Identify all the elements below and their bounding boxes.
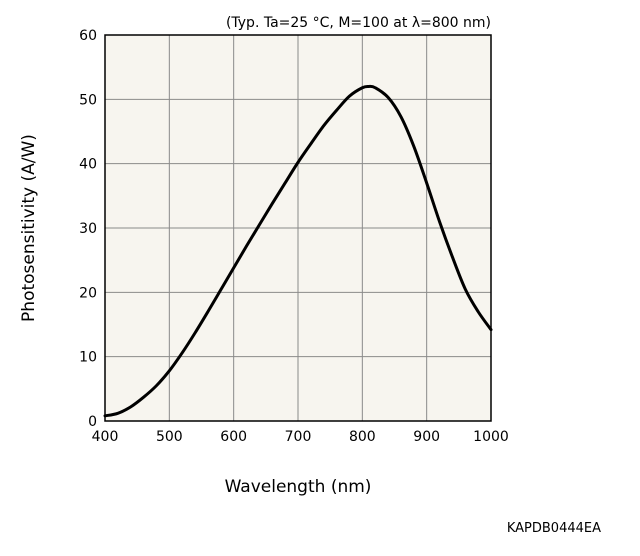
x-tick-label: 600 [220,429,247,445]
y-axis-title: Photosensitivity (A/W) [19,134,39,322]
y-tick-label: 0 [88,414,97,430]
x-tick-label: 900 [413,429,440,445]
y-tick-label: 10 [79,350,97,366]
axis-ticks: 400 500 600 700 800 900 1000 0 10 20 30 40 50 60 [79,28,509,445]
y-tick-label: 40 [79,157,97,173]
x-tick-label: 1000 [473,429,509,445]
x-tick-label: 700 [285,429,312,445]
x-tick-label: 400 [92,429,119,445]
figure-code: KAPDB0444EA [507,521,601,536]
plot-frame [104,34,492,422]
y-tick-label: 30 [79,221,97,237]
x-tick-label: 800 [349,429,376,445]
condition-note: (Typ. Ta=25 °C, M=100 at λ=800 nm) [226,15,491,31]
x-axis-title: Wavelength (nm) [225,477,372,497]
y-tick-label: 50 [79,92,97,108]
y-tick-label: 60 [79,28,97,44]
photosensitivity-curve [103,84,493,418]
x-tick-label: 500 [156,429,183,445]
y-tick-label: 20 [79,285,97,301]
grid-lines [105,35,491,421]
